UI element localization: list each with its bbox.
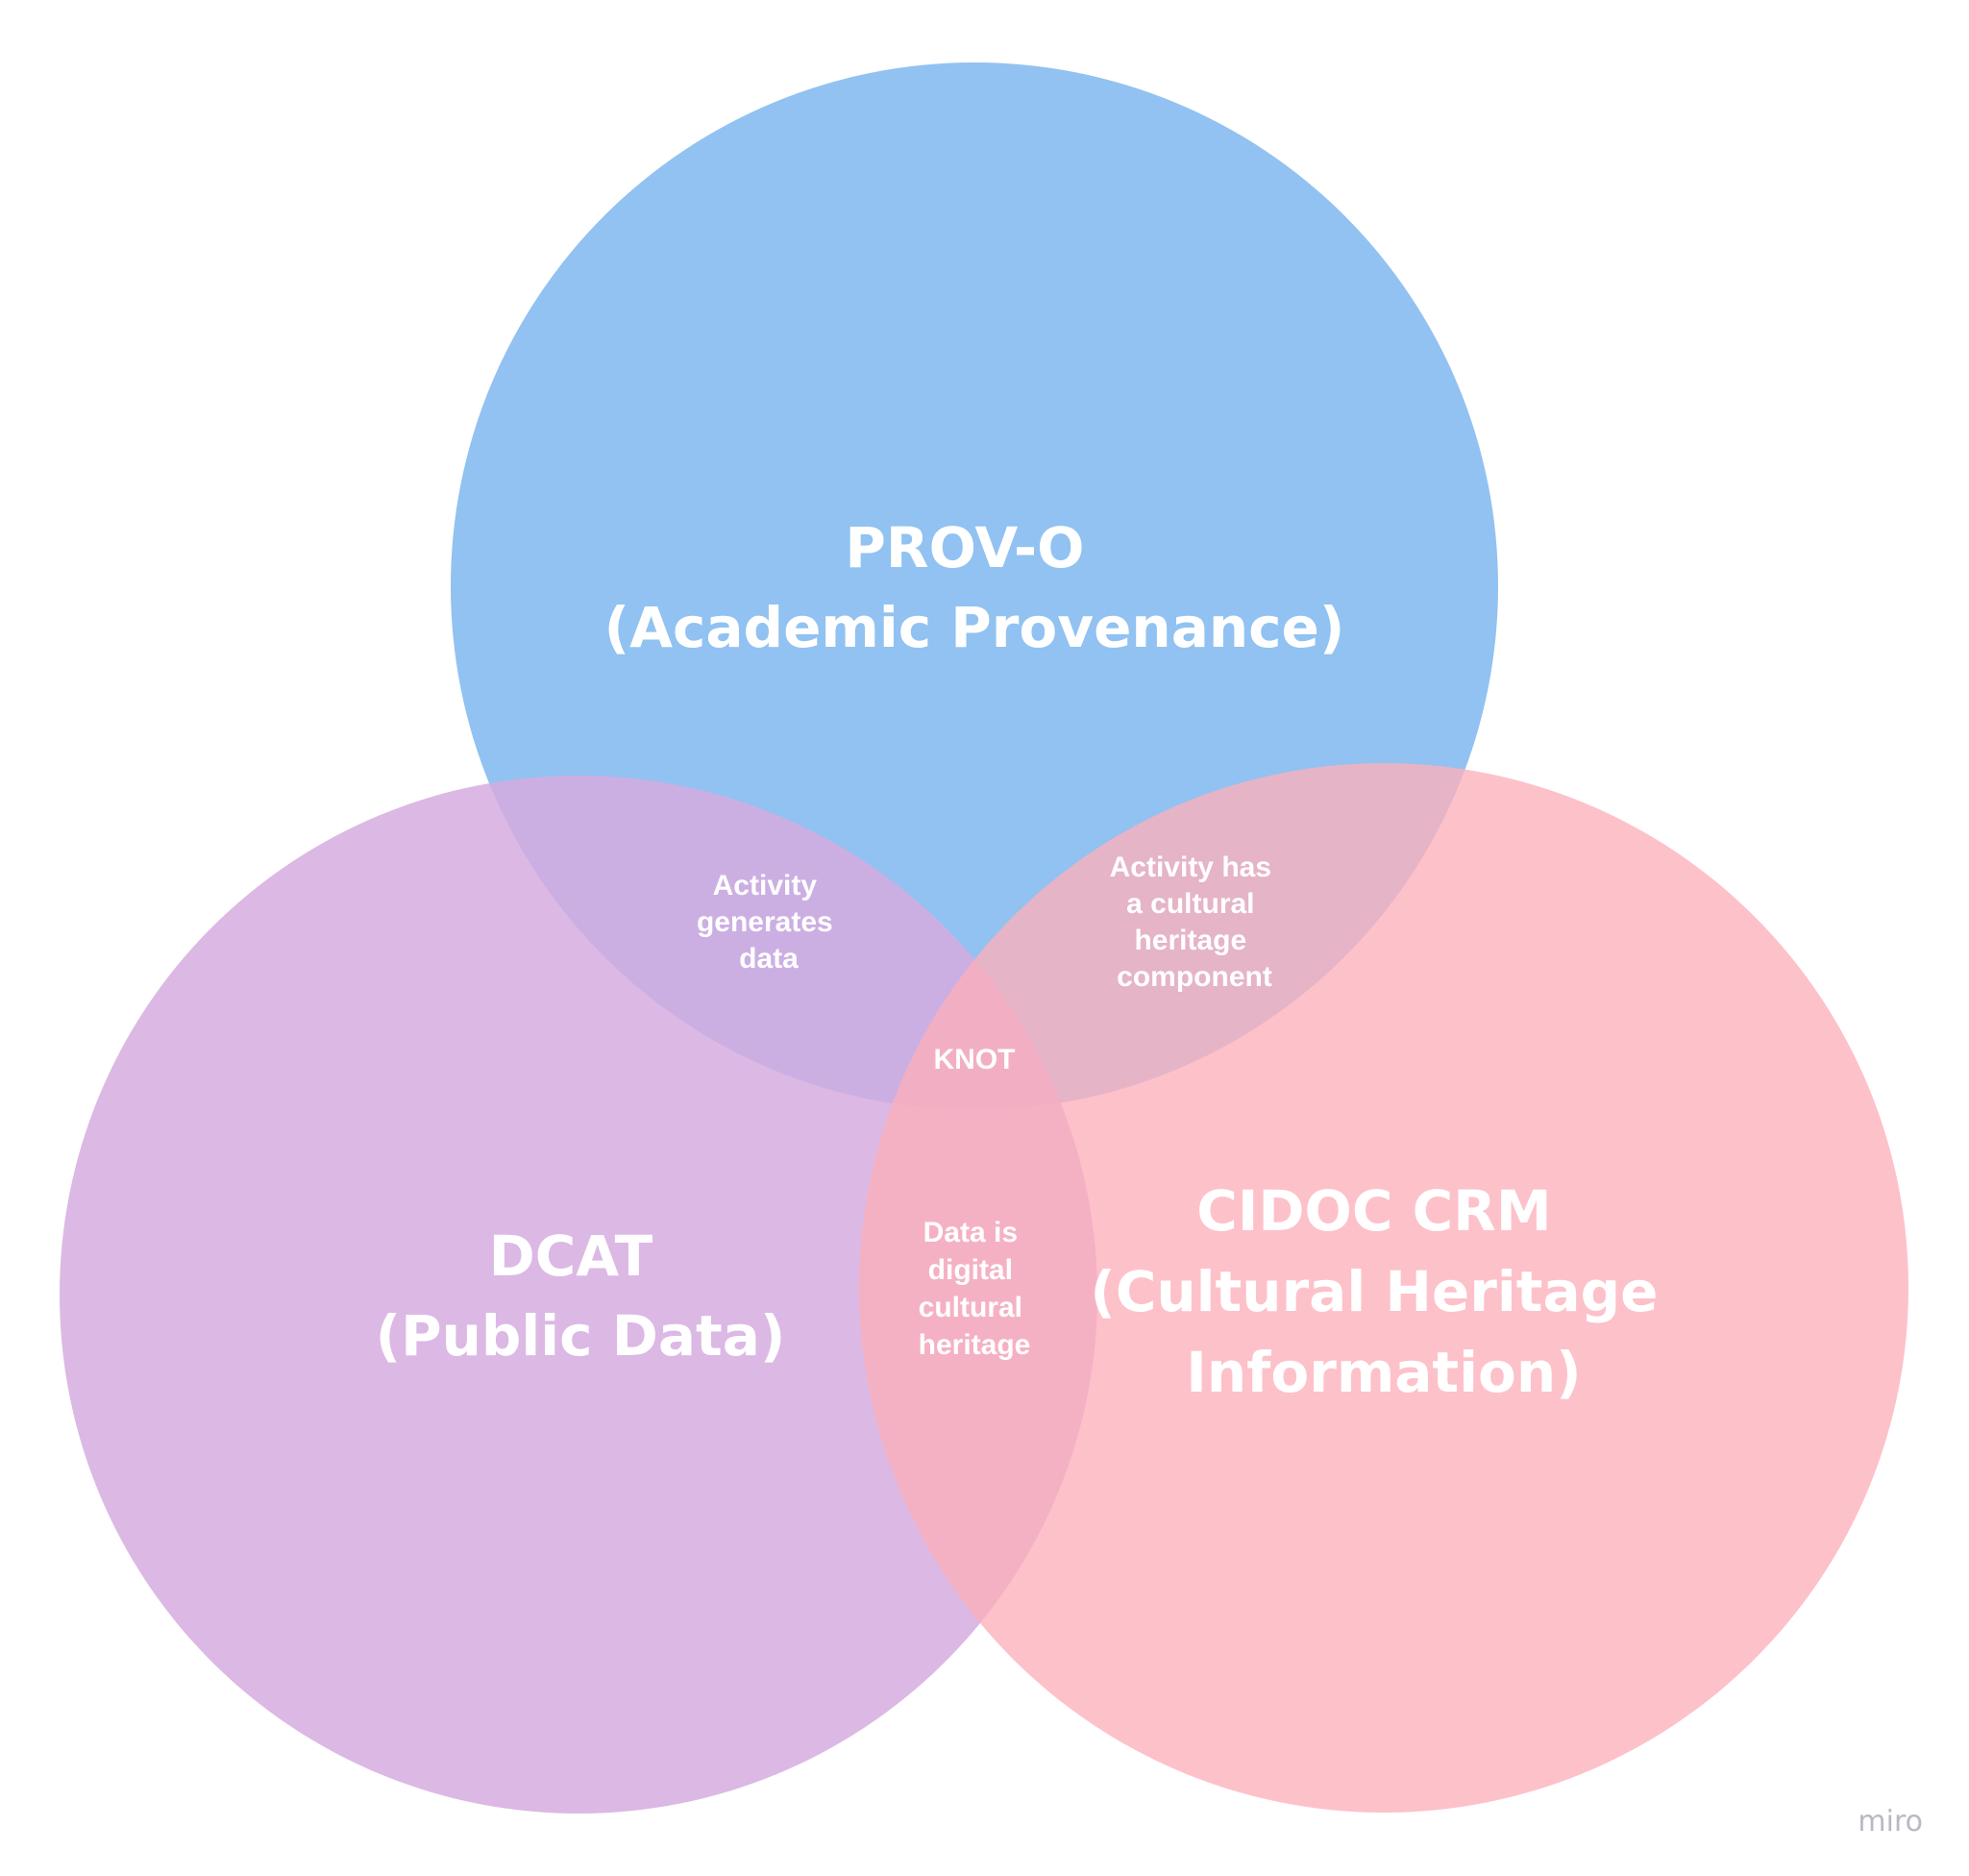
prov-o-label-line: PROV-O: [845, 515, 1084, 580]
intersection-labels: Activity generates data Activity has a c…: [697, 852, 1280, 1361]
dcat-cidoc-intersection-label: Data is digital cultural heritage: [919, 1217, 1031, 1361]
prov-cidoc-intersection-label: Activity has a cultural heritage compone…: [1110, 852, 1280, 993]
intersection-label-line: cultural: [919, 1292, 1022, 1323]
center-intersection-label: KNOT: [934, 1044, 1016, 1075]
dcat-label: DCAT (Public Data): [376, 1223, 786, 1369]
intersection-label-line: heritage: [1134, 925, 1246, 956]
intersection-label-line: data: [739, 943, 799, 975]
cidoc-crm-label-line: Information): [1186, 1340, 1581, 1405]
intersection-label-line: Data is: [923, 1217, 1018, 1248]
miro-watermark: miro: [1858, 1805, 1923, 1839]
cidoc-crm-circle: [859, 763, 1908, 1813]
dcat-label-line: (Public Data): [376, 1303, 786, 1369]
intersection-label-line: KNOT: [934, 1044, 1016, 1075]
prov-o-label-line: (Academic Provenance): [604, 595, 1345, 660]
intersection-label-line: generates: [697, 906, 833, 938]
prov-dcat-intersection-label: Activity generates data: [697, 870, 841, 975]
cidoc-crm-label: CIDOC CRM (Cultural Heritage Information…: [1090, 1178, 1677, 1405]
dcat-label-line: DCAT: [489, 1223, 653, 1289]
set-labels: PROV-O (Academic Provenance) DCAT (Publi…: [376, 515, 1677, 1405]
intersection-label-line: heritage: [919, 1329, 1031, 1361]
intersection-label-line: a cultural: [1126, 888, 1254, 920]
cidoc-crm-label-line: (Cultural Heritage: [1090, 1259, 1658, 1324]
dcat-circle: [60, 776, 1097, 1814]
cidoc-crm-label-line: CIDOC CRM: [1196, 1178, 1551, 1244]
intersection-label-line: component: [1117, 961, 1272, 993]
prov-o-label: PROV-O (Academic Provenance): [604, 515, 1345, 660]
intersection-label-line: digital: [928, 1254, 1013, 1286]
set-circles: [60, 62, 1908, 1814]
intersection-label-line: Activity: [713, 870, 818, 901]
intersection-label-line: Activity has: [1110, 852, 1271, 883]
